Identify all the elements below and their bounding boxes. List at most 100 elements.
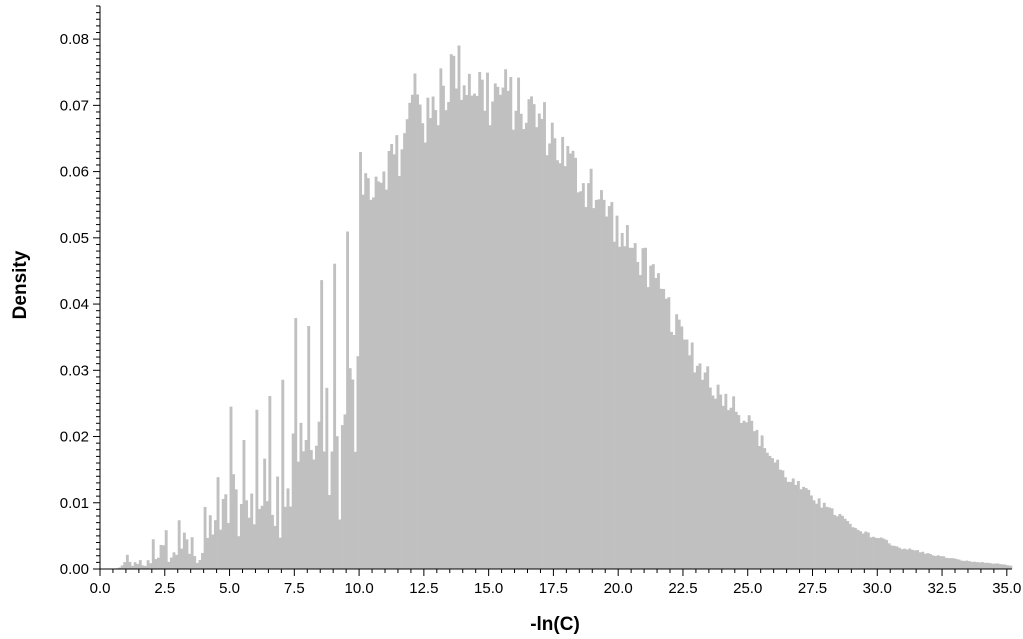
histogram-bar — [939, 556, 943, 569]
histogram-bar — [276, 476, 280, 569]
histogram-bar — [556, 160, 559, 570]
histogram-bar — [553, 138, 557, 569]
histogram-bar — [524, 122, 528, 570]
histogram-bar — [322, 451, 326, 569]
histogram-bar — [719, 394, 723, 569]
histogram-bar — [903, 548, 907, 569]
histogram-bar — [698, 363, 702, 569]
histogram-bar — [602, 199, 606, 569]
histogram-bar — [208, 515, 212, 569]
histogram-bar — [962, 560, 966, 569]
histogram-bar — [167, 561, 171, 569]
histogram-bar — [180, 548, 184, 569]
histogram-bar — [457, 45, 461, 569]
histogram-bar — [454, 88, 458, 569]
histogram-bar — [366, 178, 370, 569]
histogram-bar — [182, 532, 186, 569]
histogram-bar — [273, 525, 277, 569]
histogram-bar — [263, 458, 267, 569]
histogram-bar — [978, 562, 982, 569]
histogram-bar — [765, 452, 769, 569]
histogram-bar — [628, 247, 632, 569]
histogram-bar — [913, 550, 917, 569]
histogram-bar — [644, 247, 647, 569]
histogram-bar — [423, 142, 427, 570]
histogram-bar — [413, 73, 417, 570]
histogram-bar — [885, 539, 888, 569]
histogram-bar — [682, 339, 686, 569]
x-tick-label: 12.5 — [409, 580, 438, 597]
histogram-bar — [923, 553, 927, 569]
histogram-bar — [146, 560, 150, 569]
histogram-bar — [848, 523, 852, 569]
histogram-bar — [967, 561, 971, 569]
y-axis-title: Density — [10, 250, 31, 319]
histogram-bar — [294, 318, 298, 569]
histogram-bar — [291, 433, 295, 569]
histogram-bar — [372, 197, 375, 569]
histogram-bar — [299, 422, 303, 569]
histogram-bar — [201, 552, 204, 569]
histogram-bar — [434, 110, 438, 569]
histogram-bar — [369, 199, 373, 569]
histogram-bar — [250, 493, 254, 569]
histogram-bar — [237, 536, 241, 569]
histogram-bar — [856, 529, 860, 569]
histogram-bar — [623, 246, 627, 570]
histogram-bar — [807, 489, 811, 569]
histogram-bar — [605, 216, 609, 569]
histogram-bar — [773, 462, 777, 569]
y-tick-label: 0.02 — [60, 429, 89, 446]
histogram-bar — [535, 127, 539, 569]
histogram-bar — [537, 113, 541, 569]
histogram-bar — [613, 241, 616, 569]
histogram-bar — [999, 564, 1002, 569]
histogram-bar — [659, 288, 663, 569]
histogram-bar — [335, 436, 339, 569]
histogram-bar — [714, 398, 717, 569]
histogram-bar — [563, 166, 567, 569]
histogram-bar — [747, 415, 751, 569]
histogram-bar — [828, 507, 831, 569]
histogram-bar — [154, 559, 158, 569]
histogram-bar — [431, 96, 435, 570]
histogram-bar — [353, 451, 357, 569]
histogram-bar — [177, 520, 181, 569]
histogram-bar — [530, 96, 533, 570]
histogram-bar — [944, 557, 948, 569]
histogram-bar — [988, 563, 992, 569]
histogram-bar — [400, 149, 404, 569]
histogram-bar — [416, 94, 419, 569]
histogram-bar — [392, 154, 396, 569]
histogram-bar — [638, 275, 642, 569]
histogram-bar — [271, 514, 274, 569]
histogram-bars — [115, 45, 1013, 570]
histogram-bar — [286, 488, 290, 569]
histogram-bar — [804, 488, 808, 569]
histogram-bar — [214, 520, 217, 569]
x-tick-label: 22.5 — [668, 580, 697, 597]
histogram-bar — [506, 90, 510, 569]
histogram-bar — [1004, 564, 1008, 569]
x-tick-label: 10.0 — [344, 580, 373, 597]
histogram-bar — [475, 95, 479, 569]
histogram-bar — [874, 537, 878, 569]
histogram-bar — [486, 72, 489, 570]
x-tick-label: 25.0 — [733, 580, 762, 597]
histogram-bar — [879, 537, 883, 569]
y-tick-label: 0.06 — [60, 164, 89, 181]
histogram-bar — [1001, 564, 1005, 569]
histogram-bar — [405, 119, 409, 569]
histogram-bar — [664, 298, 668, 569]
histogram-bar — [812, 500, 816, 569]
histogram-bar — [742, 420, 746, 569]
histogram-bar — [701, 379, 704, 569]
histogram-bar — [895, 546, 899, 569]
histogram-bar — [734, 411, 738, 569]
histogram-bar — [346, 231, 350, 569]
histogram-bar — [926, 553, 930, 569]
y-tick-label: 0.07 — [60, 97, 89, 114]
histogram-bar — [242, 439, 246, 569]
histogram-bar — [900, 549, 904, 569]
histogram-bar — [478, 72, 482, 569]
